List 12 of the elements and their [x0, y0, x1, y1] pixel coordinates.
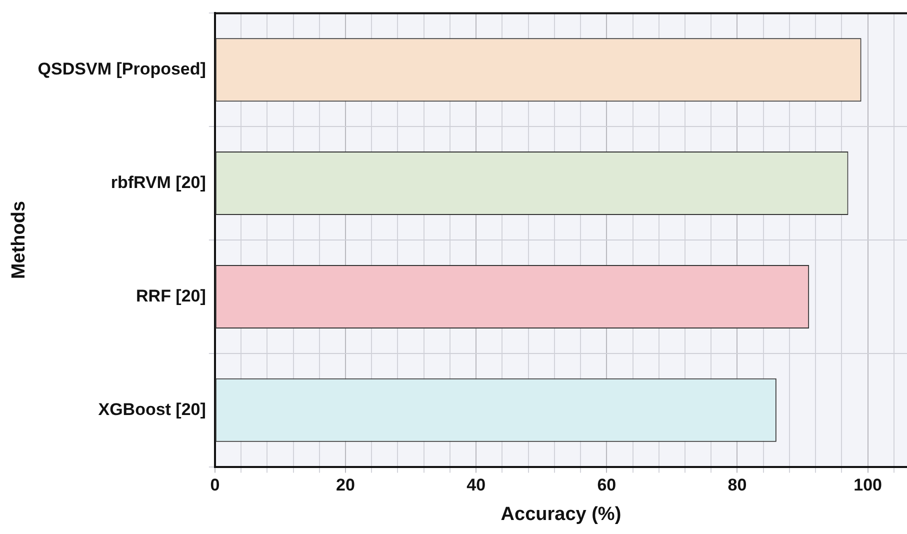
- x-tick-label: 100: [854, 476, 882, 495]
- y-tick-label: RRF [20]: [136, 286, 206, 306]
- x-tick-label: 40: [466, 476, 486, 495]
- y-axis-title: Methods: [8, 200, 30, 280]
- x-axis-title: Accuracy (%): [500, 504, 622, 525]
- x-tick-label: 60: [597, 476, 616, 495]
- y-tick-label: XGBoost [20]: [98, 400, 206, 419]
- x-tick-label: 20: [336, 476, 355, 495]
- x-tick-label: 0: [210, 476, 220, 495]
- y-tick-label: rbfRVM [20]: [110, 172, 206, 192]
- x-tick-label: 80: [728, 476, 747, 495]
- y-tick-label: QSDSVM [Proposed]: [38, 60, 206, 79]
